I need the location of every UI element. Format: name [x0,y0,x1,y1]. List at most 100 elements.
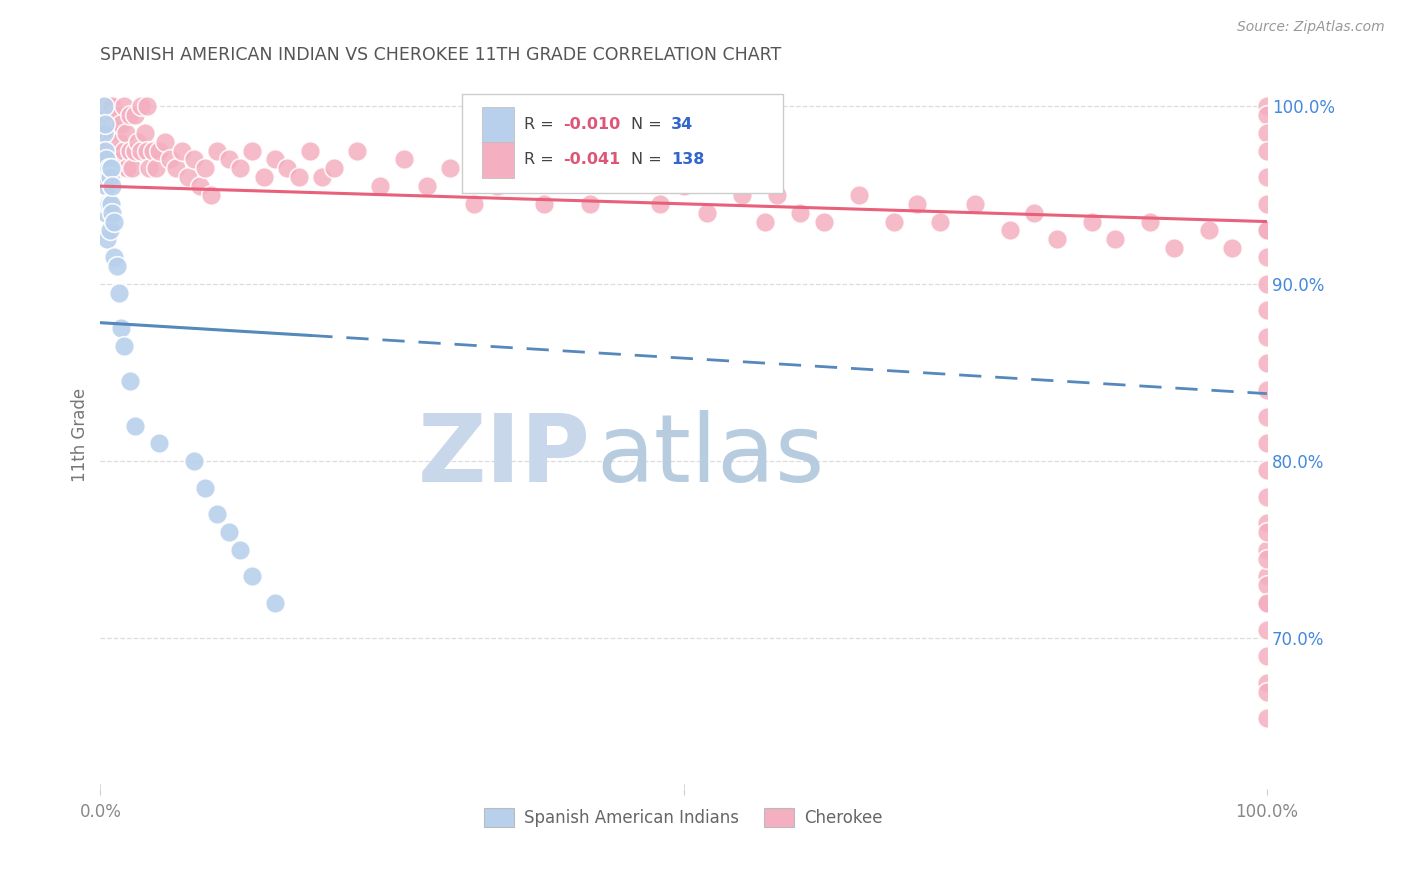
Point [97,197,120,211]
Point [121,161,143,176]
Point [170,144,193,158]
Point [229,542,252,557]
Point [416,179,439,194]
Point [129,99,152,113]
Point [103,144,125,158]
Point [107,108,129,122]
Point [696,205,718,219]
Point [96,179,118,194]
Point [1256,277,1278,291]
Point [533,197,555,211]
Point [165,161,187,176]
Point [94,135,117,149]
Point [1256,144,1278,158]
Point [105,259,128,273]
Point [138,161,160,176]
Point [1256,649,1278,664]
Point [134,126,156,140]
Point [96,117,118,131]
Point [153,135,176,149]
Point [1256,569,1278,583]
Point [124,418,146,433]
Point [110,321,132,335]
Point [183,153,205,167]
Point [1256,126,1278,140]
Text: R =: R = [524,117,558,132]
Point [96,170,118,185]
Point [1104,232,1126,246]
Point [108,135,131,149]
Point [929,214,952,228]
Point [485,179,508,194]
Point [311,170,333,185]
Point [1256,524,1278,539]
Point [1022,205,1045,219]
Point [97,161,120,176]
Point [1256,516,1278,530]
Point [1256,551,1278,566]
Point [96,197,118,211]
Point [98,170,121,185]
Point [98,223,121,237]
Point [392,153,415,167]
Point [118,374,141,388]
Point [240,144,263,158]
Point [108,161,131,176]
Point [205,508,228,522]
Point [1256,436,1278,450]
Point [112,99,135,113]
Point [97,161,120,176]
Point [105,153,128,167]
Point [148,144,170,158]
Point [103,214,125,228]
Point [614,170,637,185]
Point [1163,241,1185,255]
Point [1256,490,1278,504]
Point [1198,223,1220,237]
Point [194,481,217,495]
Point [124,144,146,158]
Point [177,170,200,185]
Point [346,144,368,158]
Point [101,99,124,113]
Point [145,161,167,176]
Point [299,144,322,158]
Point [118,108,141,122]
Point [101,179,124,194]
Point [93,126,115,140]
Point [1256,383,1278,397]
Point [322,161,344,176]
Point [101,126,124,140]
Point [101,205,124,219]
Point [1139,214,1161,228]
Text: Source: ZipAtlas.com: Source: ZipAtlas.com [1237,20,1385,34]
Point [1256,223,1278,237]
Point [1256,108,1278,122]
Point [108,285,131,300]
Point [96,170,118,185]
Point [1256,623,1278,637]
Point [253,170,276,185]
Point [229,161,252,176]
Point [1256,463,1278,477]
Point [1046,232,1069,246]
Point [194,161,217,176]
Point [96,144,118,158]
Point [93,99,115,113]
Point [136,144,159,158]
Text: N =: N = [631,153,666,168]
Point [1256,223,1278,237]
FancyBboxPatch shape [463,94,783,194]
Point [98,99,121,113]
Point [276,161,298,176]
Point [98,170,121,185]
Point [96,232,118,246]
Text: -0.010: -0.010 [564,117,620,132]
Point [240,569,263,583]
Point [579,197,602,211]
Point [115,126,138,140]
Point [264,153,287,167]
Point [104,126,127,140]
Point [200,188,222,202]
Point [100,161,122,176]
